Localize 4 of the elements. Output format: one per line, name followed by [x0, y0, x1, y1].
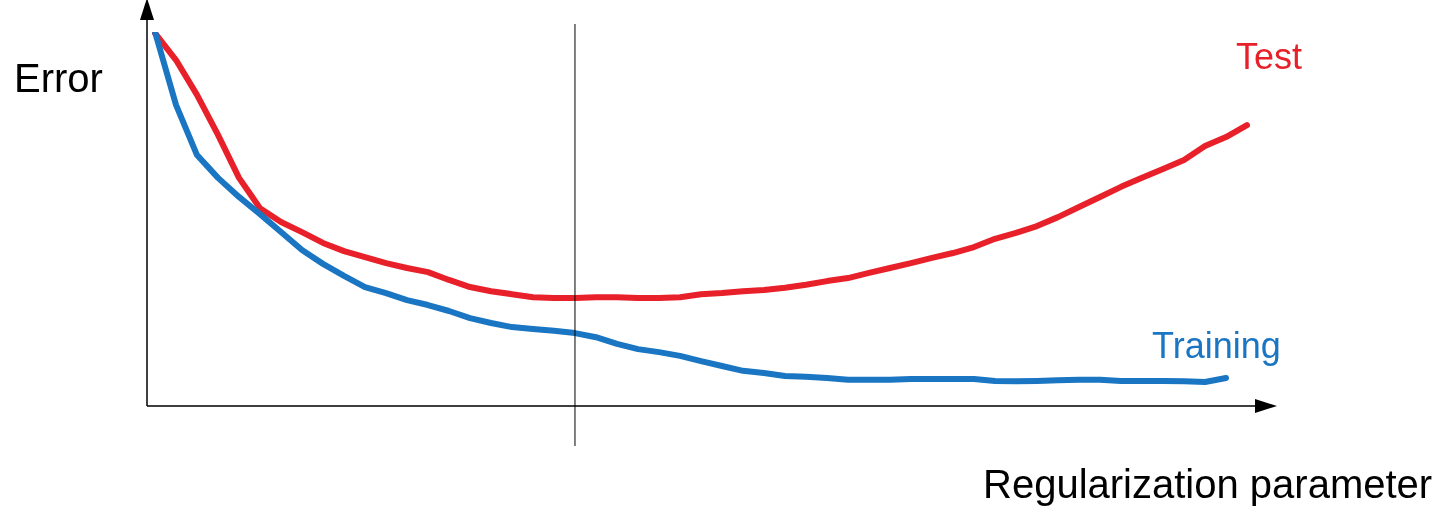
- x-axis-title: Regularization parameter: [983, 462, 1433, 506]
- y-axis-title: Error: [14, 56, 103, 100]
- series-label: Test: [1236, 36, 1303, 78]
- series-label: Training: [1152, 324, 1281, 366]
